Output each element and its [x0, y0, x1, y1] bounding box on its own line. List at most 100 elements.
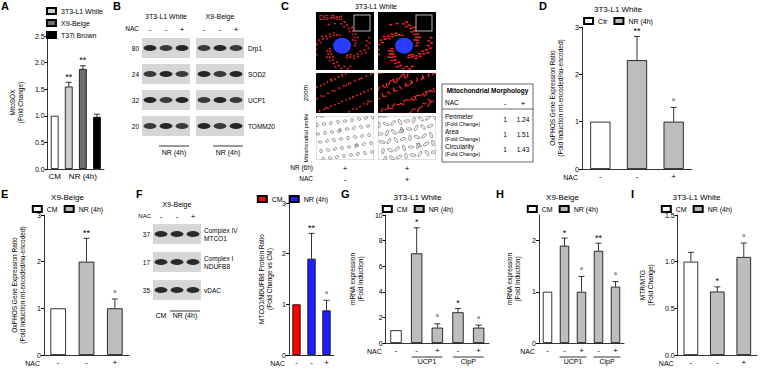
- svg-text:1.5: 1.5: [35, 86, 45, 93]
- svg-text:-: -: [716, 358, 719, 367]
- svg-text:Area: Area: [445, 128, 459, 135]
- svg-text:+: +: [234, 25, 239, 34]
- svg-text:+: +: [405, 164, 410, 173]
- svg-text:CM: CM: [156, 312, 167, 319]
- svg-text:37: 37: [143, 231, 151, 238]
- svg-text:°: °: [742, 233, 746, 243]
- svg-text:NAC: NAC: [270, 360, 285, 367]
- svg-text:NR (4h): NR (4h): [708, 206, 733, 214]
- svg-text:°: °: [477, 315, 481, 325]
- svg-text:0: 0: [379, 340, 383, 347]
- svg-text:1: 1: [575, 118, 579, 125]
- svg-text:(Fold Change): (Fold Change): [445, 151, 480, 157]
- svg-text:24: 24: [132, 71, 140, 78]
- svg-text:NAC: NAC: [445, 99, 459, 106]
- svg-text:-: -: [160, 212, 163, 221]
- svg-text:°: °: [325, 290, 329, 300]
- svg-text:-: -: [690, 358, 693, 367]
- svg-text:CM: CM: [542, 206, 553, 213]
- svg-text:-: -: [85, 358, 88, 367]
- svg-text:2: 2: [532, 237, 536, 244]
- svg-text:OxPHOS Gene Expression Ratio: OxPHOS Gene Expression Ratio: [549, 50, 557, 146]
- svg-text:DS-Red: DS-Red: [319, 14, 343, 21]
- svg-text:**: **: [83, 228, 91, 238]
- svg-text:1: 1: [503, 116, 507, 123]
- svg-text:0.5: 0.5: [35, 139, 45, 146]
- svg-text:(Fold Induction): (Fold Induction): [514, 256, 522, 301]
- svg-text:Perimeter: Perimeter: [445, 113, 474, 120]
- svg-text:32: 32: [132, 97, 140, 104]
- svg-text:Drp1: Drp1: [248, 45, 262, 53]
- svg-text:2.0: 2.0: [35, 59, 45, 66]
- svg-text:-: -: [149, 25, 152, 34]
- svg-text:(Fold Change): (Fold Change): [647, 264, 655, 306]
- svg-text:1: 1: [532, 288, 536, 295]
- svg-text:CM: CM: [676, 206, 687, 213]
- svg-text:+: +: [671, 172, 676, 181]
- svg-text:0: 0: [575, 166, 579, 173]
- svg-text:OxPHOS Gene Expression Ratio: OxPHOS Gene Expression Ratio: [11, 237, 19, 333]
- svg-text:-: -: [165, 25, 168, 34]
- svg-text:-: -: [395, 346, 398, 355]
- svg-text:35: 35: [143, 287, 151, 294]
- svg-text:NR (4h): NR (4h): [69, 172, 97, 181]
- svg-text:-: -: [599, 172, 602, 181]
- svg-text:X9-Beige: X9-Beige: [61, 20, 90, 28]
- svg-text:X9-Beige: X9-Beige: [546, 193, 579, 202]
- svg-text:80: 80: [132, 45, 140, 52]
- svg-text:ClpP: ClpP: [461, 358, 477, 366]
- svg-text:2: 2: [37, 258, 41, 265]
- svg-text:NAC: NAC: [659, 360, 674, 367]
- svg-text:X9-Beige: X9-Beige: [206, 13, 235, 21]
- svg-text:1.24: 1.24: [517, 116, 530, 123]
- svg-text:NAC: NAC: [520, 348, 535, 355]
- svg-text:°: °: [580, 266, 584, 276]
- svg-text:NAC: NAC: [299, 175, 313, 182]
- svg-text:0.5: 0.5: [665, 305, 675, 312]
- svg-text:zoom: zoom: [302, 85, 309, 101]
- svg-text:**: **: [595, 233, 603, 243]
- svg-text:-: -: [344, 175, 347, 184]
- svg-text:+: +: [180, 25, 185, 34]
- svg-text:SOD2: SOD2: [248, 71, 266, 78]
- svg-text:**: **: [79, 55, 87, 65]
- svg-text:*: *: [415, 217, 419, 227]
- svg-text:°: °: [436, 313, 440, 323]
- svg-text:8: 8: [379, 237, 383, 244]
- svg-text:10: 10: [375, 212, 383, 219]
- svg-text:+: +: [191, 212, 196, 221]
- svg-text:+: +: [435, 346, 440, 355]
- svg-text:CM: CM: [48, 172, 61, 181]
- svg-text:UCP1: UCP1: [564, 358, 583, 365]
- svg-text:+: +: [579, 346, 584, 355]
- svg-text:3: 3: [575, 24, 579, 31]
- svg-text:UCP1: UCP1: [248, 97, 266, 104]
- svg-text:1: 1: [503, 146, 507, 153]
- svg-text:3T3-L1 White: 3T3-L1 White: [355, 3, 397, 10]
- svg-text:X9-Beige: X9-Beige: [51, 193, 84, 202]
- svg-text:2: 2: [379, 314, 383, 321]
- svg-text:(Fold Change): (Fold Change): [445, 136, 480, 142]
- svg-text:NAC: NAC: [125, 25, 139, 32]
- svg-text:+: +: [613, 346, 618, 355]
- svg-text:MTCO1: MTCO1: [204, 235, 227, 242]
- svg-text:CM: CM: [47, 206, 58, 213]
- svg-text:T37i Brown: T37i Brown: [61, 32, 97, 39]
- svg-text:MTR/MTG: MTR/MTG: [639, 270, 646, 300]
- svg-text:°: °: [113, 289, 117, 299]
- svg-text:0: 0: [532, 340, 536, 347]
- svg-text:4: 4: [379, 288, 383, 295]
- svg-text:*: *: [456, 298, 460, 308]
- svg-text:3T3-L1 White: 3T3-L1 White: [393, 193, 442, 202]
- svg-text:0.0: 0.0: [35, 166, 45, 173]
- svg-text:+: +: [112, 358, 117, 367]
- svg-text:3T3-L1 White: 3T3-L1 White: [672, 193, 721, 202]
- svg-text:(Fold Induction): (Fold Induction): [357, 256, 365, 301]
- svg-text:-: -: [504, 99, 507, 108]
- svg-text:2.5: 2.5: [35, 33, 45, 40]
- svg-text:NR (6h): NR (6h): [290, 164, 313, 172]
- svg-text:NR (4h): NR (4h): [79, 206, 104, 214]
- svg-text:2: 2: [575, 71, 579, 78]
- svg-text:Mitochondrial profile: Mitochondrial profile: [303, 113, 309, 162]
- svg-text:2: 2: [282, 250, 286, 257]
